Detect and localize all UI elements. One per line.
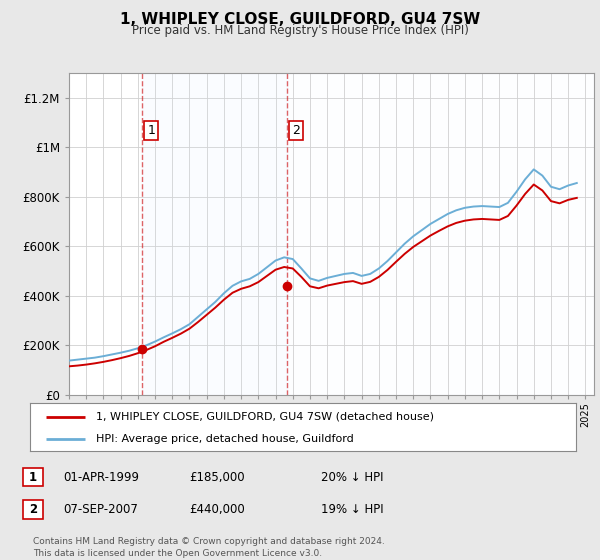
Text: 01-APR-1999: 01-APR-1999 [63,470,139,484]
Text: Price paid vs. HM Land Registry's House Price Index (HPI): Price paid vs. HM Land Registry's House … [131,24,469,37]
Text: £440,000: £440,000 [189,503,245,516]
Text: 1, WHIPLEY CLOSE, GUILDFORD, GU4 7SW (detached house): 1, WHIPLEY CLOSE, GUILDFORD, GU4 7SW (de… [95,412,434,422]
Bar [142,73,287,395]
Text: £185,000: £185,000 [189,470,245,484]
Text: Contains HM Land Registry data © Crown copyright and database right 2024.
This d: Contains HM Land Registry data © Crown c… [33,537,385,558]
Text: 2: 2 [29,503,37,516]
Bar [287,73,594,395]
Text: 07-SEP-2007: 07-SEP-2007 [63,503,138,516]
Text: 20% ↓ HPI: 20% ↓ HPI [321,470,383,484]
Text: 2: 2 [292,124,300,137]
Text: 1: 1 [29,470,37,484]
Text: 1, WHIPLEY CLOSE, GUILDFORD, GU4 7SW: 1, WHIPLEY CLOSE, GUILDFORD, GU4 7SW [120,12,480,27]
Text: HPI: Average price, detached house, Guildford: HPI: Average price, detached house, Guil… [95,434,353,444]
Text: 19% ↓ HPI: 19% ↓ HPI [321,503,383,516]
Text: 1: 1 [148,124,155,137]
